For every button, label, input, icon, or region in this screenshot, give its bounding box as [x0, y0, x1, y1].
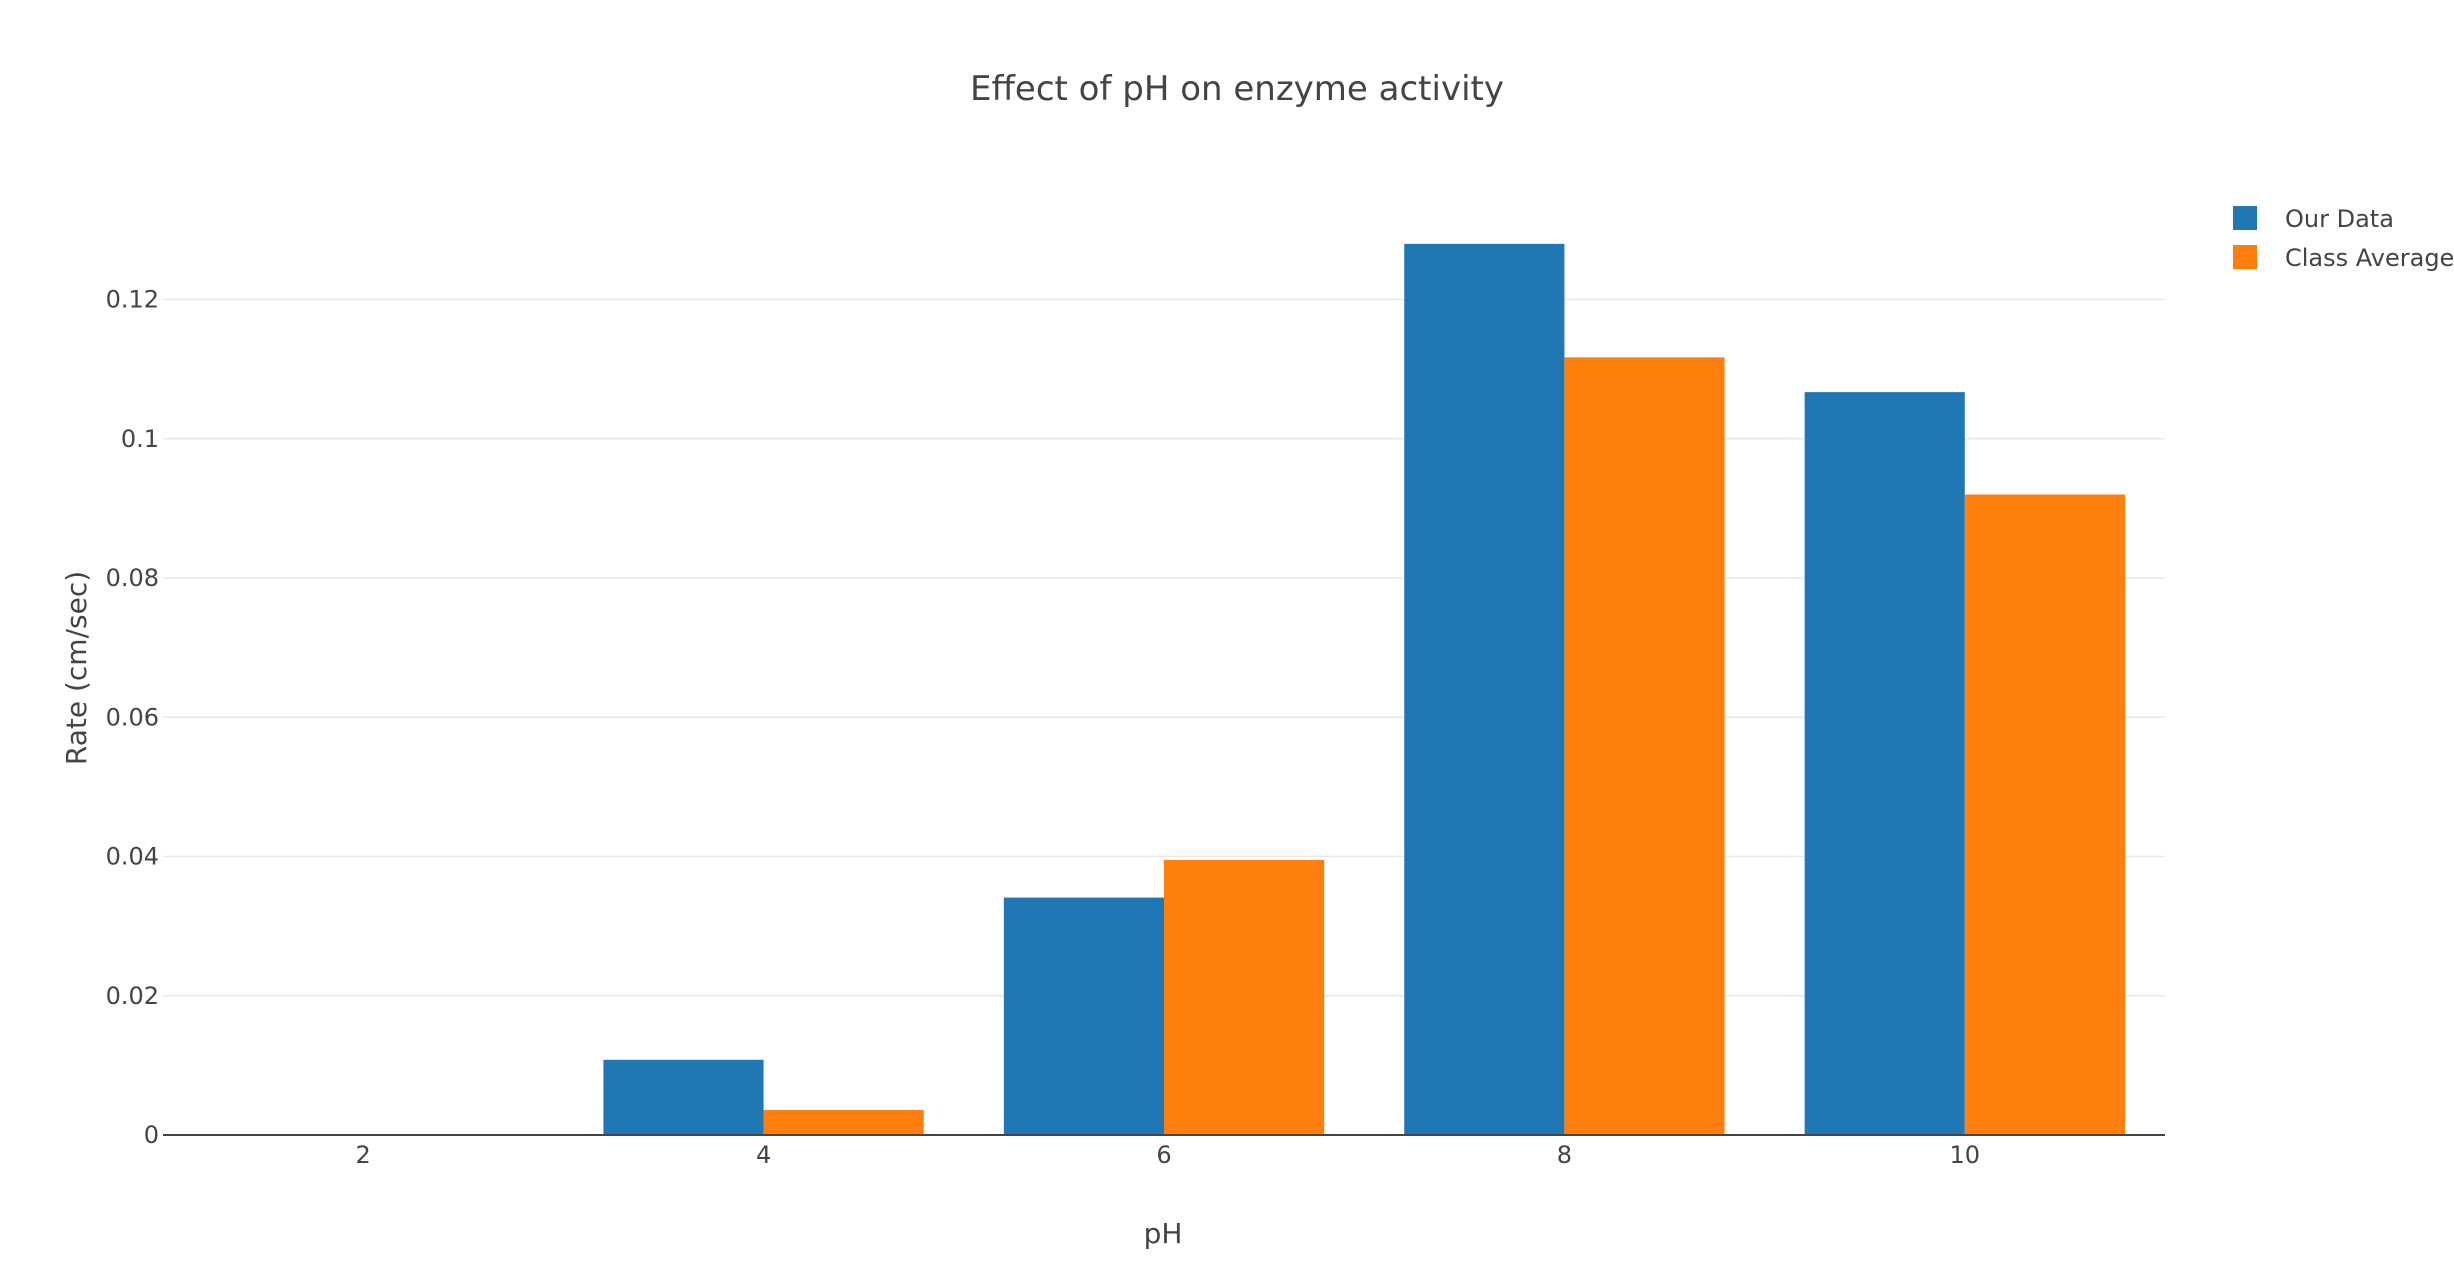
chart-title: Effect of pH on enzyme activity	[970, 69, 1504, 109]
bar	[1003, 897, 1164, 1135]
x-tick-label: 10	[1950, 1141, 1981, 1169]
y-tick-label: 0	[144, 1121, 159, 1149]
y-tick-label: 0.06	[106, 703, 159, 731]
legend-label: Class Average	[2285, 244, 2454, 272]
y-tick-label: 0.1	[121, 425, 159, 453]
y-tick-label: 0.04	[106, 843, 159, 871]
bar	[1804, 392, 1965, 1135]
x-tick-label: 8	[1557, 1141, 1572, 1169]
bar	[1564, 357, 1725, 1135]
x-axis-ticks: 2 4 6 8 10	[356, 1141, 1981, 1169]
y-axis-title: Rate (cm/sec)	[60, 571, 93, 765]
x-tick-label: 4	[756, 1141, 771, 1169]
legend: Our Data Class Average	[2233, 205, 2454, 272]
bar	[1164, 859, 1325, 1135]
bar	[1404, 243, 1565, 1135]
x-tick-label: 6	[1156, 1141, 1171, 1169]
legend-swatch	[2233, 245, 2257, 269]
bar	[763, 1109, 924, 1135]
y-axis-ticks: 0 0.02 0.04 0.06 0.08 0.1 0.12	[106, 286, 159, 1149]
x-axis-title: pH	[1144, 1217, 1183, 1250]
legend-swatch	[2233, 206, 2257, 230]
x-tick-label: 2	[356, 1141, 371, 1169]
bars	[603, 243, 2125, 1135]
y-tick-label: 0.12	[106, 286, 159, 314]
y-tick-label: 0.02	[106, 982, 159, 1010]
legend-label: Our Data	[2285, 205, 2394, 233]
y-tick-label: 0.08	[106, 564, 159, 592]
bar	[1964, 494, 2125, 1135]
bar	[603, 1059, 764, 1135]
